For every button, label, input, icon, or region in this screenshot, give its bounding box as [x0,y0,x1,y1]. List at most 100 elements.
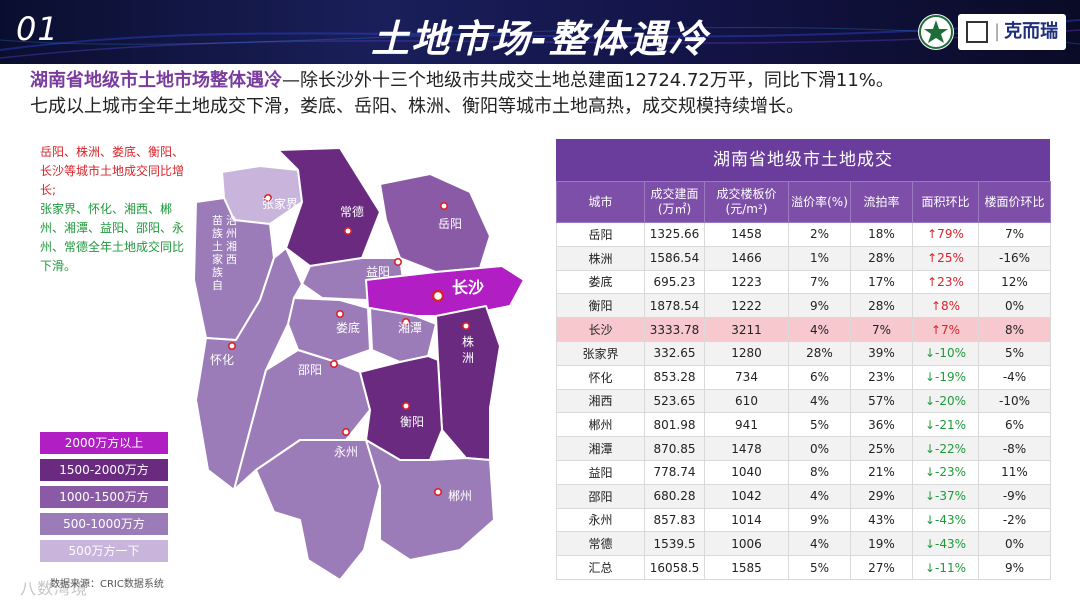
logo-seal-icon [966,21,988,43]
cell-price-change: -9% [978,483,1051,509]
page-title: 土地市场-整体遇冷 [371,17,709,61]
cell-price: 1280 [704,340,789,366]
map-label-changsha: 长沙 [452,278,484,297]
hunan-map-svg: 张家界 常德 岳阳 益阳 娄底 湘潭 怀化 邵阳 衡阳 永州 郴州 长沙 株洲 … [193,147,525,581]
cell-premium: 9% [788,293,851,319]
cell-fail-rate: 57% [850,388,913,414]
map-label-xiangxi-char: 西 [226,253,237,266]
cell-price-change: 6% [978,412,1051,438]
cell-area: 680.28 [644,483,705,509]
region-chenzhou [365,439,495,561]
cell-fail-rate: 17% [850,269,913,295]
cell-price-change: 11% [978,459,1051,485]
cell-price: 1478 [704,436,789,461]
table-row: 湘西 523.65 610 4% 57% ↓-20% -10% [556,388,1051,414]
cell-premium: 5% [788,555,851,580]
map-label-yongzhou: 永州 [334,445,358,459]
cell-city: 衡阳 [556,293,645,319]
cell-fail-rate: 21% [850,459,913,485]
legend-label: 500万方一下 [68,544,140,558]
map-label-loudi: 娄底 [336,320,360,335]
cell-area-change: ↓-19% [912,364,979,390]
cell-premium: 4% [788,483,851,509]
map-label-zhangjiajie: 张家界 [262,196,298,211]
map-label-yiyang: 益阳 [366,265,390,279]
cell-price-change: 5% [978,340,1051,366]
cell-area-change: ↓-23% [912,459,979,485]
table-row: 株洲 1586.54 1466 1% 28% ↑25% -16% [556,245,1051,271]
table-row: 长沙 3333.78 3211 4% 7% ↑7% 8% [556,317,1051,342]
cell-area-change: ↓-22% [912,436,979,461]
table-row: 汇总 16058.5 1585 5% 27% ↓-11% 9% [556,555,1051,580]
legend-label: 500-1000万方 [63,517,145,531]
map-label-xiangxi-char: 族 [212,265,223,279]
table-row: 永州 857.83 1014 9% 43% ↓-43% -2% [556,507,1051,533]
cell-city: 湘潭 [556,436,645,461]
cell-area: 1586.54 [644,245,705,271]
col-header-fail-rate: 流拍率 [850,181,913,223]
logo-text: 克而瑞 [1004,21,1059,42]
cell-area: 695.23 [644,269,705,295]
region-yongzhou [255,439,381,581]
cell-area-change: ↓-10% [912,340,979,366]
cell-city: 张家界 [556,340,645,366]
cell-city: 长沙 [556,317,645,342]
col-header-price: 成交楼板价(元/m²) [704,181,789,223]
cell-premium: 4% [788,388,851,414]
map-label-xiangxi-char: 苗 [212,214,223,227]
cell-city: 益阳 [556,459,645,485]
table-row: 娄底 695.23 1223 7% 17% ↑23% 12% [556,269,1051,295]
cell-price: 1222 [704,293,789,319]
cell-price-change: 0% [978,293,1051,319]
cell-premium: 28% [788,340,851,366]
cell-price-change: 0% [978,531,1051,557]
map-label-changde: 常德 [340,204,364,219]
legend-item-0: 2000万方以上 [40,432,168,454]
cell-city: 岳阳 [556,222,645,247]
map-label-xiangxi-char: 族 [212,226,223,240]
cell-area-change: ↓-11% [912,555,979,580]
cell-premium: 7% [788,269,851,295]
intro-highlight: 湖南省地级市土地市场整体遇冷 [30,70,282,91]
intro-line-1: 湖南省地级市土地市场整体遇冷—除长沙外十三个地级市共成交土地总建面12724.7… [30,68,1070,94]
table-row: 邵阳 680.28 1042 4% 29% ↓-37% -9% [556,483,1051,509]
col-header-city: 城市 [556,181,645,223]
legend-label: 2000万方以上 [64,436,144,450]
note-growth-cities: 岳阳、株洲、娄底、衡阳、长沙等城市土地成交同比增长; [40,145,185,197]
cell-price-change: -4% [978,364,1051,390]
cell-price: 1014 [704,507,789,533]
cell-area-change: ↓-43% [912,531,979,557]
cell-price-change: -16% [978,245,1051,271]
cell-premium: 0% [788,436,851,461]
col-header-price-change: 楼面价环比 [978,181,1051,223]
map-label-zhuzhou: 株洲 [462,334,474,365]
legend-label: 1500-2000万方 [59,463,149,477]
table-row: 张家界 332.65 1280 28% 39% ↓-10% 5% [556,340,1051,366]
cell-area-change: ↓-21% [912,412,979,438]
map-label-xiangtan: 湘潭 [398,320,422,335]
cell-area-change: ↓-43% [912,507,979,533]
intro-line-1-rest: —除长沙外十三个地级市共成交土地总建面12724.72万平，同比下滑11%。 [282,70,894,91]
cell-price: 610 [704,388,789,414]
cell-price: 734 [704,364,789,390]
map-label-xiangxi-char: 家 [212,252,223,266]
cell-fail-rate: 28% [850,245,913,271]
cell-area-change: ↑8% [912,293,979,319]
cell-city: 怀化 [556,364,645,390]
cell-city: 娄底 [556,269,645,295]
cell-price: 3211 [704,317,789,342]
section-number: 01 [16,10,59,48]
cell-price: 1223 [704,269,789,295]
cell-fail-rate: 19% [850,531,913,557]
cell-fail-rate: 29% [850,483,913,509]
legend-item-3: 500-1000万方 [40,513,168,535]
cell-fail-rate: 43% [850,507,913,533]
data-table: 城市 成交建面(万㎡) 成交楼板价(元/m²) 溢价率(%) 流拍率 面积环比 … [556,181,1051,580]
cell-area-change: ↑23% [912,269,979,295]
cell-price: 1466 [704,245,789,271]
map-label-yueyang: 岳阳 [438,217,462,231]
cell-fail-rate: 36% [850,412,913,438]
col-header-premium: 溢价率(%) [788,181,851,223]
map-label-xiangxi-char: 州 [226,227,237,240]
